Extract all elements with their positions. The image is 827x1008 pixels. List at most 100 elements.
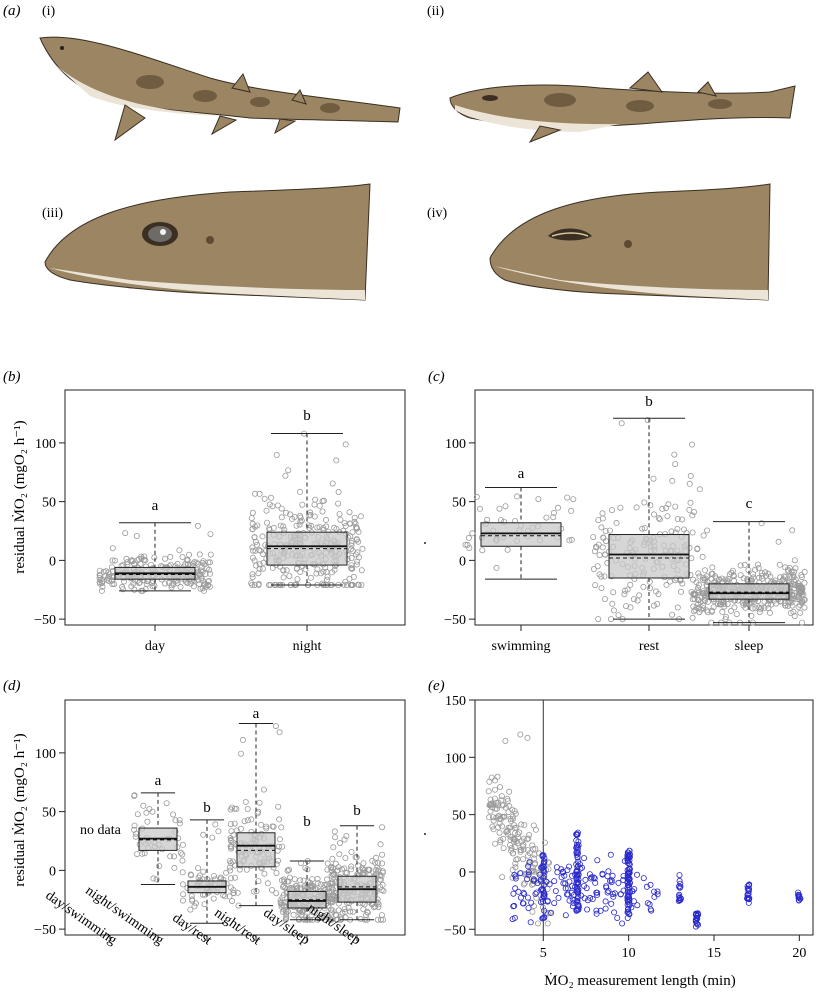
box-night-point: [317, 570, 324, 577]
box-night-point: [259, 565, 266, 572]
scatter-point-grey: [496, 815, 503, 822]
box-day-point: [98, 580, 105, 587]
box-day-point: [109, 557, 116, 564]
box-rest-point: [640, 583, 647, 590]
box-night-swimming-point: [179, 841, 186, 848]
scatter-point-blue: [558, 866, 565, 873]
scatter-point-grey: [496, 784, 503, 791]
box-day-point: [162, 580, 169, 587]
box-sleep-point: [791, 613, 798, 620]
box-night-swimming-point: [140, 802, 147, 809]
y-tick-label: 100: [445, 751, 466, 766]
scatter-point-blue: [526, 859, 533, 866]
box-night-point: [329, 569, 336, 576]
box-night-point: [342, 578, 349, 585]
box-day-point: [194, 522, 201, 529]
scatter-point-grey: [509, 806, 516, 813]
scatter-point-blue: [540, 882, 547, 889]
box-night-point: [273, 451, 280, 458]
box-sleep-point: [749, 605, 756, 612]
box-rest-point: [655, 515, 662, 522]
box-rest-point: [690, 576, 697, 583]
box-night-point: [263, 519, 270, 526]
box-sleep-point: [755, 565, 762, 572]
y-tick-label: −50: [444, 613, 466, 628]
box-night-point: [311, 501, 318, 508]
box-sleep-point: [772, 577, 779, 584]
box-rest-point: [633, 504, 640, 511]
category-label-sleep: sleep: [735, 639, 764, 654]
box-night-rest-point: [227, 837, 234, 844]
box-day-sleep-point: [281, 899, 288, 906]
box-day-rest-point: [227, 875, 234, 882]
scatter-point-blue: [625, 893, 632, 900]
scatter-point-blue: [573, 844, 580, 851]
scatter-point-grey: [525, 852, 532, 859]
scatter-point-grey: [506, 842, 513, 849]
box-rest-point: [650, 475, 657, 482]
box-swimming-point: [568, 536, 575, 543]
box-night-point: [357, 513, 364, 520]
box-night-point: [293, 522, 300, 529]
box-sleep-point: [741, 561, 748, 568]
box-sleep-point: [740, 602, 747, 609]
scatter-point-grey: [509, 850, 516, 857]
box-night-swimming-point: [171, 864, 178, 871]
scatter-point-blue: [796, 897, 803, 904]
box-night-point: [299, 501, 306, 508]
box-day-point: [196, 581, 203, 588]
box-night-sleep-point: [342, 855, 349, 862]
box-night-point: [351, 514, 358, 521]
box-day-sleep-point: [291, 876, 298, 883]
box-day-point: [168, 584, 175, 591]
scatter-point-grey: [500, 835, 507, 842]
box-night-swimming-point: [144, 818, 151, 825]
xlabel-e: ṀO₂ measurement length (min): [544, 973, 735, 989]
box-sleep-point: [765, 570, 772, 577]
scatter-point-blue: [629, 888, 636, 895]
scatter-point-blue: [569, 903, 576, 910]
box-night-point: [267, 494, 274, 501]
scatter-point-blue: [515, 888, 522, 895]
box-night-swimming-point: [139, 850, 146, 857]
ylabel-b: residual ṀO₂ (mgO₂ h⁻¹): [12, 420, 28, 573]
box-night-point: [291, 514, 298, 521]
box-sleep-point: [718, 575, 725, 582]
box-day-point: [199, 559, 206, 566]
box-rest-point: [689, 512, 696, 519]
box-night-sleep-point: [348, 863, 355, 870]
box-rest-point: [601, 596, 608, 603]
scatter-point-blue: [589, 896, 596, 903]
box-day-point: [196, 551, 203, 558]
box-day-point: [97, 572, 104, 579]
box-sleep-point: [748, 612, 755, 619]
box-sleep-point: [692, 591, 699, 598]
box-sleep-point: [709, 564, 716, 571]
box-night-point: [348, 546, 355, 553]
box-day-point: [179, 554, 186, 561]
box-night-rest-point: [276, 816, 283, 823]
scatter-point-blue: [548, 909, 555, 916]
box-sleep-point: [792, 565, 799, 572]
box-rest-point: [615, 612, 622, 619]
box-night-rest-point: [263, 825, 270, 832]
scatter-point-blue: [608, 877, 615, 884]
box-swimming-point: [504, 546, 511, 553]
box-day-point: [105, 578, 112, 585]
box-swimming-point: [493, 564, 500, 571]
box-rest-point: [674, 604, 681, 611]
box-rest-point: [663, 581, 670, 588]
box-night-rest-point: [255, 808, 262, 815]
box-day-point: [130, 580, 137, 587]
box-swimming-point: [514, 493, 521, 500]
box-night-point: [256, 565, 263, 572]
scatter-point-grey: [488, 800, 495, 807]
box-sleep-point: [786, 564, 793, 571]
scatter-point-blue: [546, 881, 553, 888]
scatter-point-blue: [551, 900, 558, 907]
scatter-point-blue: [573, 880, 580, 887]
box-night-rest-point: [276, 729, 283, 736]
box-night-sleep-point: [329, 865, 336, 872]
box-sleep-point: [761, 604, 768, 611]
